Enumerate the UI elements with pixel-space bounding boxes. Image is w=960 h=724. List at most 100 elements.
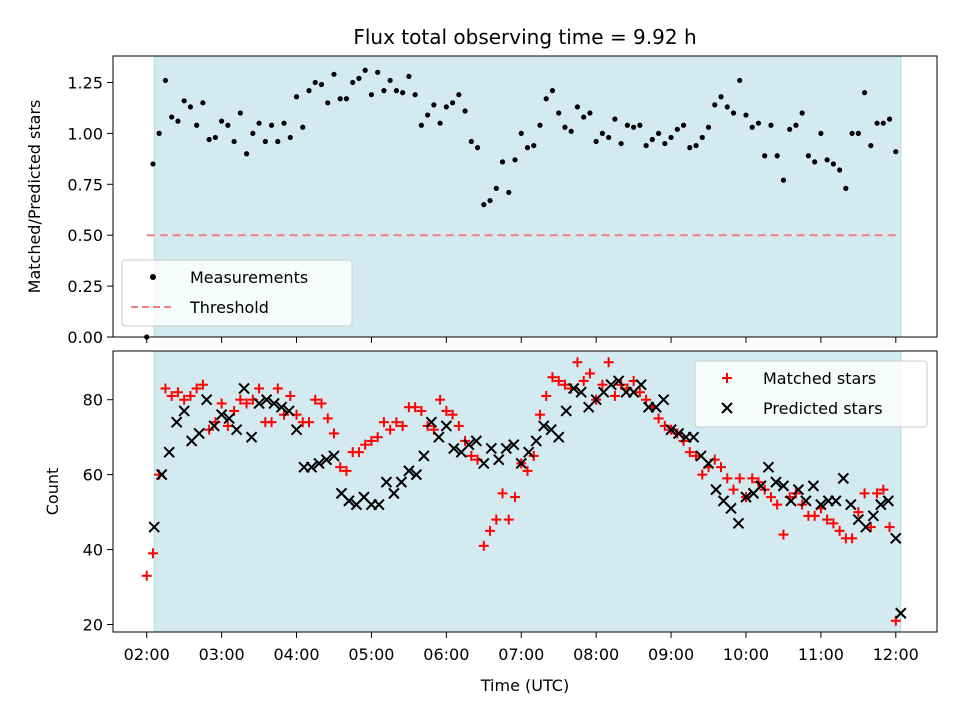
- measurement-point: [793, 122, 799, 128]
- matched-star-point: [304, 417, 315, 428]
- matched-star-point: [328, 428, 339, 439]
- measurement-point: [574, 104, 581, 110]
- cross-stroke-b: [721, 402, 733, 414]
- predicted-star-point: [762, 461, 775, 473]
- measurement-point: [818, 130, 824, 136]
- y-tick-label: 1.25: [67, 73, 103, 92]
- legend-x-glyph: [721, 402, 733, 414]
- matched-star-point: [734, 473, 745, 484]
- predicted-star-point: [320, 453, 333, 466]
- predicted-star-point: [253, 397, 265, 410]
- predicted-star-point: [895, 607, 907, 619]
- matched-star-point: [691, 450, 702, 461]
- measurement-point: [468, 138, 474, 145]
- measurement-point: [631, 124, 637, 130]
- measurement-point: [543, 96, 549, 102]
- legend-label-measurements: Measurements: [190, 268, 308, 287]
- measurement-point: [655, 130, 662, 136]
- predicted-star-point: [740, 491, 752, 503]
- cross-stroke-b: [657, 393, 670, 406]
- measurement-point: [724, 104, 730, 110]
- measurement-point: [805, 153, 812, 159]
- predicted-star-point: [792, 483, 805, 496]
- cross-stroke-b: [785, 495, 797, 507]
- cross-stroke-b: [672, 427, 685, 440]
- matched-star-point: [272, 383, 283, 394]
- measurement-point: [593, 138, 599, 145]
- cross-stroke-b: [268, 397, 280, 410]
- measurement-point: [618, 140, 624, 147]
- measurement-point: [880, 120, 886, 126]
- matched-star-point: [416, 405, 427, 416]
- predicted-star-point: [245, 431, 258, 443]
- predicted-star-point: [260, 393, 273, 406]
- cross-stroke-b: [545, 423, 557, 436]
- predicted-star-point: [470, 435, 483, 447]
- measurement-point: [162, 77, 169, 84]
- predicted-star-point: [155, 468, 168, 481]
- measurement-point: [562, 124, 568, 130]
- cross-stroke-b: [695, 450, 707, 462]
- matched-star-point: [697, 469, 708, 480]
- measurement-point: [381, 88, 387, 94]
- matched-star-point: [372, 432, 383, 443]
- cross-stroke-b: [178, 405, 190, 417]
- top-x-ticks: [146, 337, 897, 343]
- matched-star-point: [441, 405, 452, 416]
- matched-star-point: [828, 518, 839, 529]
- matched-star-point: [641, 394, 652, 405]
- measurement-point: [506, 189, 512, 196]
- predicted-star-point: [238, 382, 250, 395]
- predicted-star-point: [657, 393, 670, 406]
- measurement-point: [237, 110, 243, 116]
- measurement-point: [400, 90, 406, 96]
- cross-stroke-b: [755, 480, 767, 492]
- measurement-point: [387, 77, 393, 84]
- cross-stroke-b: [238, 382, 250, 395]
- matched-star-point: [884, 522, 895, 533]
- measurement-point: [556, 110, 562, 116]
- measurement-point: [549, 88, 556, 94]
- measurement-point: [762, 153, 768, 159]
- measurement-point: [156, 130, 162, 136]
- matched-star-point: [191, 383, 202, 394]
- cross-stroke-b: [470, 435, 483, 447]
- measurement-point: [537, 122, 543, 128]
- measurement-point: [431, 102, 437, 108]
- predicted-star-point: [290, 423, 303, 436]
- matched-star-point: [310, 394, 321, 405]
- matched-star-point: [772, 499, 783, 510]
- measurement-point: [487, 197, 493, 204]
- matched-star-point: [385, 424, 396, 435]
- matched-star-point: [865, 522, 876, 533]
- measurement-point: [212, 134, 218, 141]
- cross-stroke-b: [702, 457, 715, 470]
- cross-stroke-b: [425, 416, 438, 428]
- matched-star-point: [141, 570, 152, 581]
- matched-star-point: [254, 383, 265, 394]
- cross-stroke-b: [328, 450, 340, 462]
- measurement-point: [843, 185, 849, 191]
- cross-stroke-b: [418, 450, 430, 462]
- cross-stroke-b: [792, 483, 805, 496]
- matched-star-point: [216, 398, 227, 409]
- matched-star-point: [878, 484, 889, 495]
- x-tick-label: 09:00: [648, 645, 694, 664]
- predicted-star-point: [478, 457, 490, 470]
- cross-stroke-b: [762, 461, 775, 473]
- matched-star-point: [266, 417, 277, 428]
- matched-star-point: [378, 417, 389, 428]
- predicted-star-point: [223, 412, 235, 425]
- predicted-star-point: [448, 442, 460, 455]
- measurement-point: [474, 145, 481, 151]
- predicted-star-point: [343, 495, 355, 507]
- top-y-axis-label: Matched/Predicted stars: [25, 100, 44, 294]
- measurement-point: [868, 142, 874, 149]
- matched-star-point: [597, 379, 608, 390]
- matched-star-point: [716, 462, 727, 473]
- predicted-star-point: [837, 472, 850, 485]
- measurement-points: [144, 67, 899, 340]
- measurement-point: [393, 88, 400, 94]
- matched-star-point: [179, 394, 190, 405]
- x-tick-label: 02:00: [124, 645, 170, 664]
